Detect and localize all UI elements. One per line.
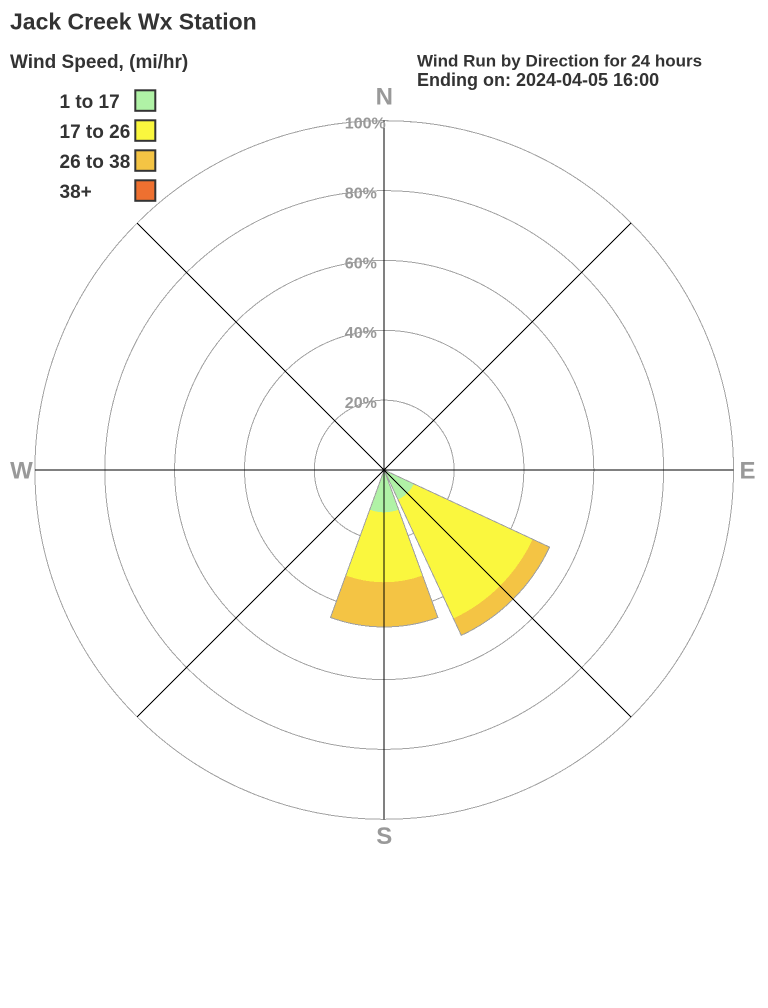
svg-text:E: E xyxy=(739,457,755,484)
svg-text:20%: 20% xyxy=(345,395,377,412)
svg-text:60%: 60% xyxy=(345,255,377,272)
svg-text:Ending on: 2024-04-05 16:00: Ending on: 2024-04-05 16:00 xyxy=(417,70,659,90)
svg-text:Jack Creek Wx Station: Jack Creek Wx Station xyxy=(10,9,257,35)
svg-text:26 to 38: 26 to 38 xyxy=(60,152,131,173)
svg-text:1 to 17: 1 to 17 xyxy=(60,92,120,113)
svg-text:W: W xyxy=(10,458,33,485)
svg-text:80%: 80% xyxy=(345,186,377,203)
svg-text:17 to 26: 17 to 26 xyxy=(60,122,131,143)
svg-text:Wind Speed, (mi/hr): Wind Speed, (mi/hr) xyxy=(10,52,188,73)
svg-text:N: N xyxy=(376,84,393,111)
svg-text:S: S xyxy=(376,823,392,850)
svg-text:Wind Run by Direction for 24 h: Wind Run by Direction for 24 hours xyxy=(417,52,702,71)
svg-text:100%: 100% xyxy=(345,116,386,133)
svg-text:40%: 40% xyxy=(345,325,377,342)
svg-text:38+: 38+ xyxy=(60,182,92,203)
